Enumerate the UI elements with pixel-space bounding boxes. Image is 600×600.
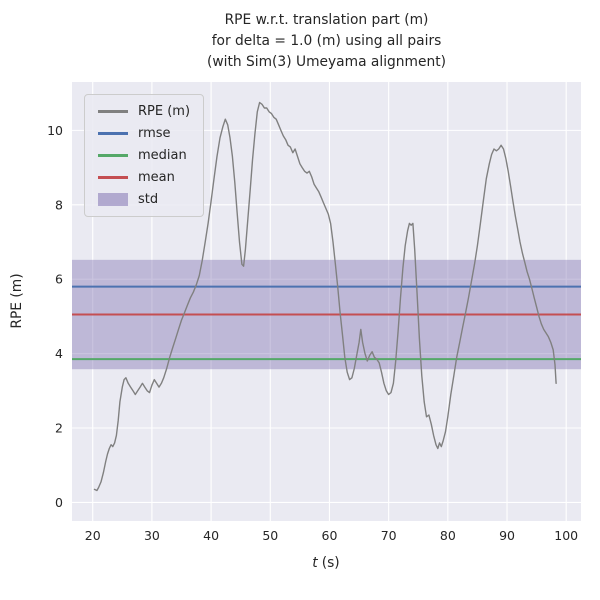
legend-item-median: median — [98, 148, 190, 163]
std-band-swatch — [98, 193, 128, 206]
title-line-3: (with Sim(3) Umeyama alignment) — [206, 54, 446, 70]
rpe-line-swatch — [98, 110, 128, 113]
y-tick-label: 4 — [55, 346, 63, 361]
x-tick-label: 60 — [322, 528, 338, 543]
legend-item-std: std — [98, 192, 190, 207]
x-tick-label: 40 — [203, 528, 219, 543]
y-tick-label: 10 — [47, 123, 63, 138]
chart-title: RPE w.r.t. translation part (m) for delt… — [72, 10, 581, 73]
legend-label-std: std — [138, 192, 159, 207]
median-line-swatch — [98, 154, 128, 157]
x-axis-label-unit: (s) — [322, 555, 340, 571]
x-tick-label: 100 — [554, 528, 578, 543]
y-tick-label: 0 — [55, 495, 63, 510]
legend-item-rpe: RPE (m) — [98, 104, 190, 119]
y-tick-label: 6 — [55, 272, 63, 287]
y-tick-label: 2 — [55, 420, 63, 435]
legend: RPE (m) rmse median mean std — [84, 94, 205, 217]
x-axis-label-var: t — [312, 555, 318, 571]
rmse-line-swatch — [98, 132, 128, 135]
legend-item-rmse: rmse — [98, 126, 190, 141]
legend-label-median: median — [138, 148, 187, 163]
legend-label-rpe: RPE (m) — [138, 104, 191, 119]
x-tick-label: 80 — [440, 528, 456, 543]
rpe-curve — [93, 101, 557, 492]
title-line-1: RPE w.r.t. translation part (m) — [224, 12, 429, 28]
legend-item-mean: mean — [98, 170, 190, 185]
x-tick-label: 30 — [144, 528, 160, 543]
title-line-2: for delta = 1.0 (m) using all pairs — [211, 33, 442, 49]
legend-label-rmse: rmse — [138, 126, 171, 141]
mean-line-swatch — [98, 176, 128, 179]
legend-label-mean: mean — [138, 170, 175, 185]
x-tick-label: 20 — [85, 528, 101, 543]
x-tick-label: 90 — [499, 528, 515, 543]
x-axis-label: t (s) — [312, 555, 339, 571]
x-tick-label: 50 — [262, 528, 278, 543]
x-tick-label: 70 — [381, 528, 397, 543]
y-tick-label: 8 — [55, 197, 63, 212]
y-axis-label: RPE (m) — [9, 273, 25, 328]
